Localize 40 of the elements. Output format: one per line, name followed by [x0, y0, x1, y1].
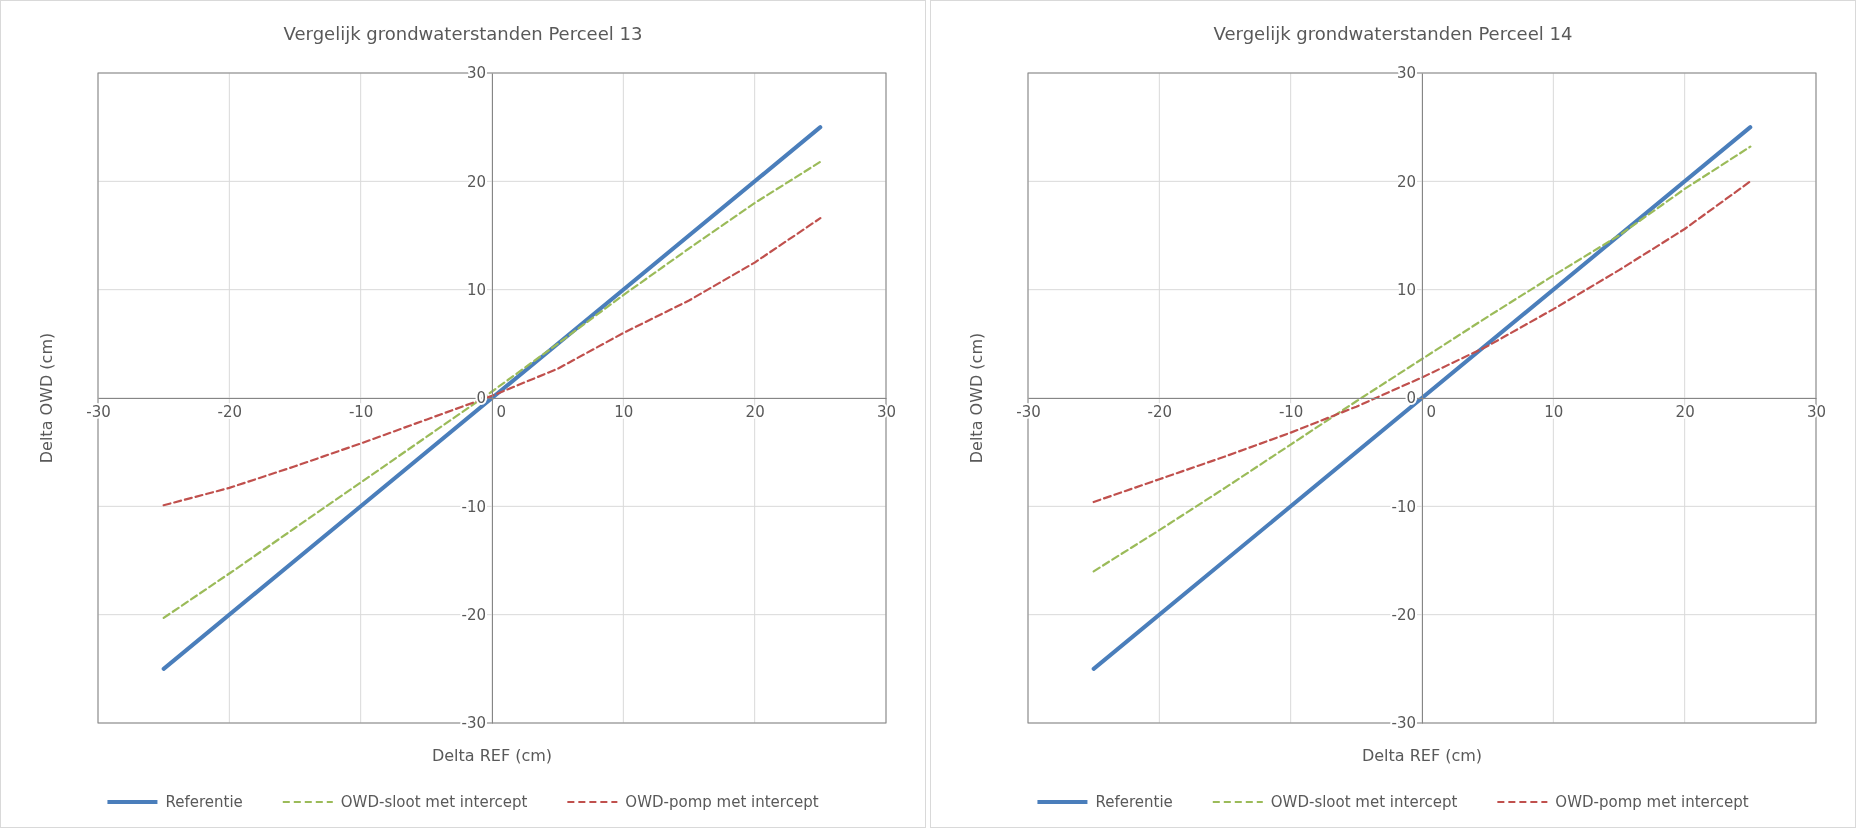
y-tick-label: -30	[1391, 714, 1416, 733]
x-tick-label: 10	[1544, 402, 1564, 421]
y-tick-label: 30	[466, 64, 486, 83]
legend-label: OWD-sloot met intercept	[1270, 793, 1458, 811]
y-axis-title: Delta OWD (cm)	[37, 332, 56, 464]
line-series	[1092, 145, 1752, 573]
legend-label: Referentie	[1095, 793, 1173, 811]
y-tick-label: -20	[461, 605, 486, 624]
x-tick-label: 30	[1806, 402, 1827, 421]
x-tick-label: 10	[614, 402, 634, 421]
legend-label: OWD-pomp met intercept	[1555, 793, 1749, 811]
y-axis-title: Delta OWD (cm)	[967, 332, 986, 464]
x-tick-label: -10	[1278, 402, 1304, 421]
y-tick-label: 20	[1396, 172, 1416, 191]
x-tick-label: -10	[348, 402, 374, 421]
chart-title: Vergelijk grondwaterstanden Perceel 13	[283, 23, 643, 44]
x-tick-label: 20	[1675, 402, 1695, 421]
y-tick-label: 30	[1396, 64, 1416, 83]
x-tick-label: 0	[1426, 402, 1437, 421]
x-axis-title: Delta REF (cm)	[431, 746, 553, 765]
y-tick-label: 20	[466, 172, 486, 191]
x-tick-label: -30	[86, 402, 111, 421]
legend-label: OWD-pomp met intercept	[625, 793, 819, 811]
x-axis-title: Delta REF (cm)	[1361, 746, 1483, 765]
x-tick-label: 20	[745, 402, 765, 421]
y-tick-label: -20	[1391, 605, 1416, 624]
x-tick-label: 30	[876, 402, 897, 421]
x-tick-label: -20	[217, 402, 243, 421]
chart-title: Vergelijk grondwaterstanden Perceel 14	[1213, 23, 1573, 44]
x-tick-label: -30	[1016, 402, 1041, 421]
y-tick-label: -30	[461, 714, 486, 733]
legend-label: Referentie	[165, 793, 243, 811]
y-tick-label: -10	[461, 497, 486, 516]
y-tick-label: 10	[466, 280, 486, 299]
legend-label: OWD-sloot met intercept	[340, 793, 528, 811]
x-tick-label: -20	[1147, 402, 1173, 421]
x-tick-label: 0	[496, 402, 507, 421]
y-tick-label: -10	[1391, 497, 1416, 516]
y-tick-label: 10	[1396, 280, 1416, 299]
line-series	[162, 160, 822, 620]
